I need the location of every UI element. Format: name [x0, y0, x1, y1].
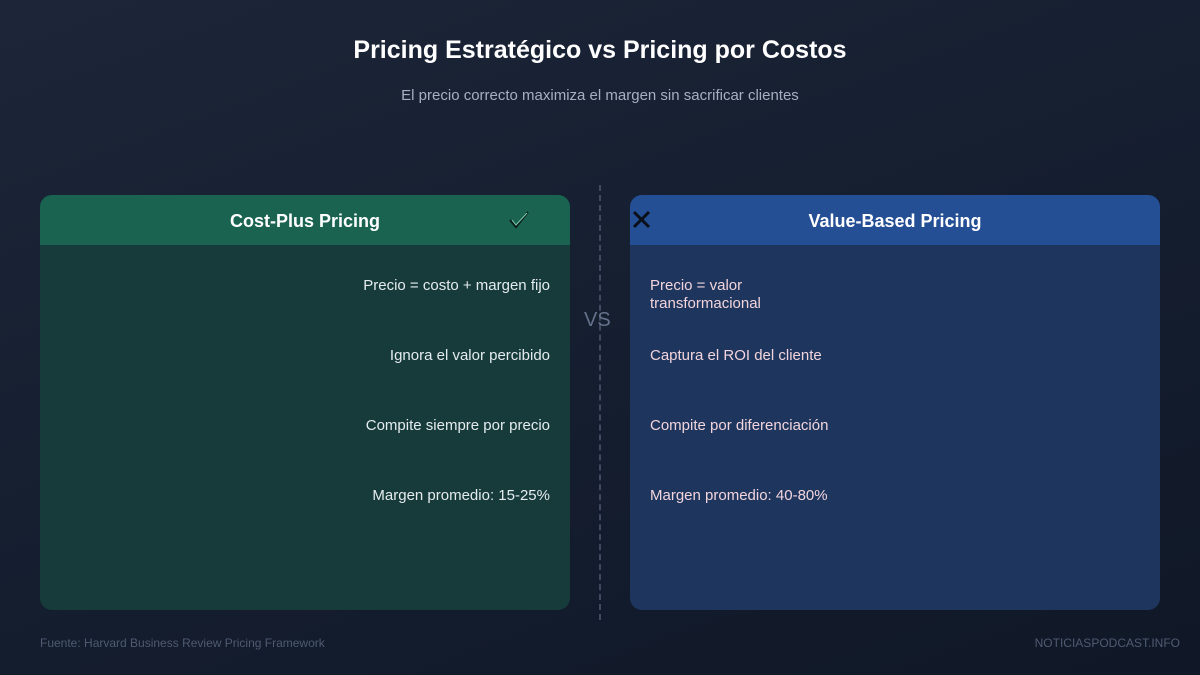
item: Margen promedio: 40-80%: [650, 487, 828, 504]
card-header: Value-Based Pricing: [630, 195, 1160, 245]
card-header: Cost-Plus Pricing: [40, 195, 570, 245]
card-title: Value-Based Pricing: [808, 211, 982, 231]
item: Ignora el valor percibido: [389, 347, 550, 364]
check-icon: [509, 211, 529, 229]
item: Margen promedio: 15-25%: [372, 487, 550, 504]
item: Precio = valor transformacional: [650, 277, 761, 312]
item: Compite por diferenciación: [650, 417, 829, 434]
left-card: Cost-Plus Pricing Precio = costo + marge…: [40, 195, 570, 610]
source: Fuente: Harvard Business Review Pricing …: [40, 636, 325, 650]
subtitle: El precio correcto maximiza el margen si…: [401, 87, 799, 104]
item: Captura el ROI del cliente: [650, 347, 822, 364]
item: Compite siempre por precio: [365, 417, 550, 434]
cross-icon: [632, 210, 651, 229]
card-title: Cost-Plus Pricing: [229, 211, 381, 231]
right-card: Value-Based Pricing Precio = valor trans…: [630, 195, 1160, 610]
item: Precio = costo + margen fijo: [363, 277, 550, 294]
vs-label: VS: [584, 309, 611, 331]
divider-line: [599, 185, 601, 620]
brand: NOTICIASPODCAST.INFO: [1034, 636, 1180, 650]
title: Pricing Estratégico vs Pricing por Costo…: [353, 36, 847, 64]
